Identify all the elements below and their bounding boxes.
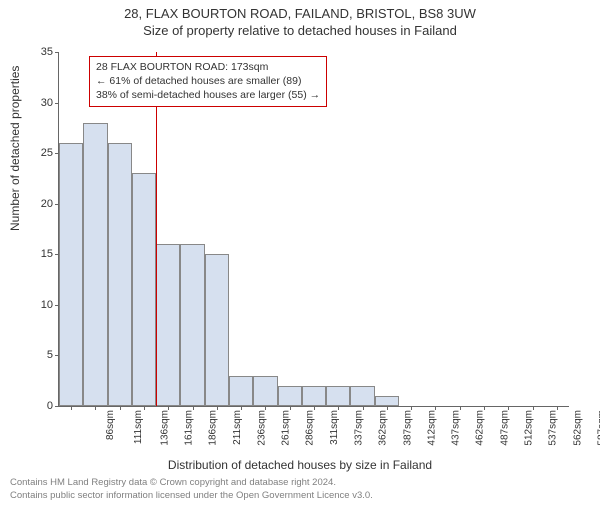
- x-tick-mark: [363, 406, 364, 410]
- x-tick-label: 286sqm: [305, 410, 316, 446]
- x-tick-mark: [290, 406, 291, 410]
- x-tick-mark: [193, 406, 194, 410]
- x-tick-mark: [265, 406, 266, 410]
- x-tick-label: 261sqm: [281, 410, 292, 446]
- histogram-bar: [205, 254, 229, 406]
- x-tick-label: 537sqm: [548, 410, 559, 446]
- histogram-bar: [375, 396, 399, 406]
- annotation-line: ← 61% of detached houses are smaller (89…: [96, 74, 320, 88]
- x-tick-label: 311sqm: [329, 410, 340, 445]
- x-tick-label: 136sqm: [159, 410, 170, 446]
- x-tick-mark: [533, 406, 534, 410]
- x-tick-mark: [120, 406, 121, 410]
- histogram-bar: [132, 173, 156, 406]
- x-tick-label: 512sqm: [524, 410, 535, 446]
- x-tick-label: 337sqm: [354, 410, 365, 446]
- x-tick-mark: [338, 406, 339, 410]
- histogram-bar: [83, 123, 107, 406]
- histogram-bar: [253, 376, 277, 406]
- x-tick-label: 161sqm: [184, 410, 195, 446]
- chart-container: { "title": "28, FLAX BOURTON ROAD, FAILA…: [0, 6, 600, 506]
- y-tick-mark: [55, 52, 59, 53]
- x-tick-label: 186sqm: [208, 410, 219, 446]
- histogram-bar: [302, 386, 326, 406]
- x-tick-label: 462sqm: [475, 410, 486, 446]
- footer-line: Contains public sector information licen…: [10, 490, 373, 502]
- histogram-bar: [229, 376, 253, 406]
- chart-title: 28, FLAX BOURTON ROAD, FAILAND, BRISTOL,…: [0, 6, 600, 21]
- x-tick-label: 211sqm: [231, 410, 242, 445]
- footer-attribution: Contains HM Land Registry data © Crown c…: [10, 477, 373, 502]
- footer-line: Contains HM Land Registry data © Crown c…: [10, 477, 373, 489]
- annotation-box: 28 FLAX BOURTON ROAD: 173sqm ← 61% of de…: [89, 56, 327, 107]
- histogram-bar: [59, 143, 83, 406]
- plot-area: 28 FLAX BOURTON ROAD: 173sqm ← 61% of de…: [58, 52, 569, 407]
- x-tick-label: 487sqm: [499, 410, 510, 446]
- x-tick-label: 362sqm: [378, 410, 389, 446]
- x-tick-label: 587sqm: [596, 410, 600, 446]
- x-tick-label: 86sqm: [105, 410, 116, 440]
- x-tick-label: 562sqm: [572, 410, 583, 446]
- histogram-bar: [350, 386, 374, 406]
- y-tick-mark: [55, 103, 59, 104]
- histogram-bar: [326, 386, 350, 406]
- x-tick-label: 111sqm: [134, 410, 145, 444]
- histogram-bar: [278, 386, 302, 406]
- x-axis-label: Distribution of detached houses by size …: [0, 458, 600, 472]
- annotation-line: 28 FLAX BOURTON ROAD: 173sqm: [96, 60, 320, 74]
- x-tick-label: 387sqm: [402, 410, 413, 446]
- x-tick-mark: [411, 406, 412, 410]
- x-tick-mark: [484, 406, 485, 410]
- annotation-line: 38% of semi-detached houses are larger (…: [96, 88, 320, 102]
- x-tick-mark: [508, 406, 509, 410]
- x-tick-label: 412sqm: [426, 410, 437, 446]
- x-tick-mark: [557, 406, 558, 410]
- x-tick-mark: [460, 406, 461, 410]
- x-tick-mark: [241, 406, 242, 410]
- x-tick-mark: [168, 406, 169, 410]
- x-tick-label: 437sqm: [451, 410, 462, 446]
- x-tick-label: 236sqm: [256, 410, 267, 446]
- histogram-bar: [156, 244, 180, 406]
- y-tick-mark: [55, 406, 59, 407]
- x-tick-mark: [71, 406, 72, 410]
- histogram-bar: [108, 143, 132, 406]
- x-tick-mark: [95, 406, 96, 410]
- x-tick-mark: [217, 406, 218, 410]
- y-axis-label: Number of detached properties: [8, 66, 22, 231]
- x-tick-mark: [435, 406, 436, 410]
- histogram-bar: [180, 244, 204, 406]
- chart-subtitle: Size of property relative to detached ho…: [0, 23, 600, 38]
- x-tick-mark: [314, 406, 315, 410]
- x-tick-mark: [387, 406, 388, 410]
- x-tick-mark: [144, 406, 145, 410]
